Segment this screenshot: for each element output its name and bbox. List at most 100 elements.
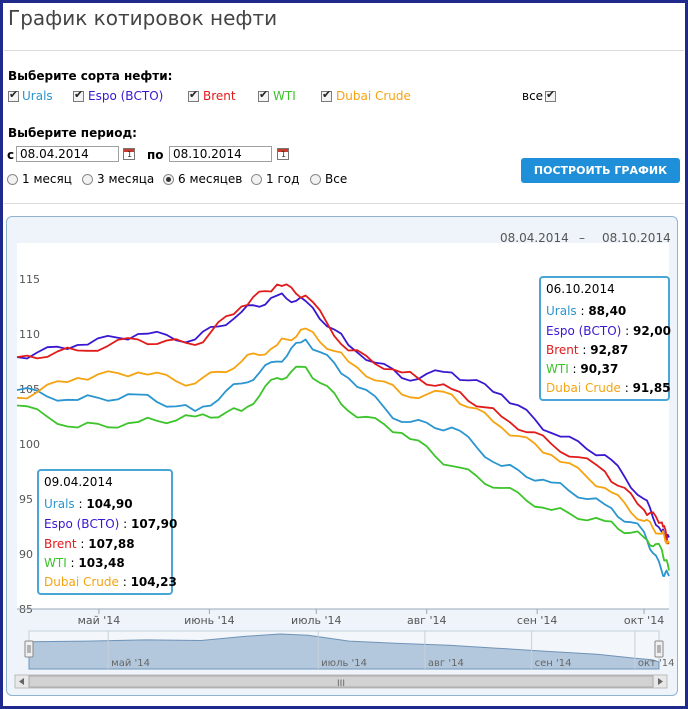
divider: [4, 203, 684, 204]
range-to: 08.10.2014: [602, 231, 671, 245]
tooltip-apr-09: 09.04.2014 Urals : 104,90 Espo (ВСТО) : …: [37, 469, 177, 595]
tooltip-value: 107,88: [88, 537, 135, 551]
navigator-tick-label: июль '14: [321, 658, 367, 669]
tooltip-row-urals: Urals : 88,40: [546, 304, 627, 318]
oil-label-espo[interactable]: Espo (ВСТО): [88, 89, 164, 103]
tooltip-series-name: Urals: [44, 497, 75, 511]
date-to-input[interactable]: [169, 146, 272, 162]
tooltip-value: 103,48: [78, 556, 125, 570]
tooltip-row-wti: WTI : 90,37: [546, 362, 619, 376]
calendar-icon[interactable]: [277, 148, 289, 160]
tooltip-value: 88,40: [588, 304, 627, 318]
tooltip-value: 104,23: [130, 575, 177, 589]
radio-6-months[interactable]: [163, 174, 174, 185]
scrollbar-thumb[interactable]: [28, 675, 654, 688]
tooltip-value: 104,90: [86, 497, 133, 511]
checkbox-brent[interactable]: [188, 88, 199, 102]
radio-1-month[interactable]: [7, 174, 18, 185]
x-tick-label: июнь '14: [184, 614, 235, 627]
radio-label[interactable]: Все: [325, 172, 348, 186]
radio-all[interactable]: [310, 174, 321, 185]
tooltip-series-name: Brent: [44, 537, 77, 551]
y-tick-label: 110: [19, 328, 40, 341]
tooltip-series-name: WTI: [44, 556, 67, 570]
y-tick-label: 95: [19, 493, 33, 506]
all-label[interactable]: все: [522, 89, 544, 103]
checkbox-espo[interactable]: [73, 88, 84, 102]
oil-label-urals[interactable]: Urals: [22, 89, 53, 103]
tooltip-series-name: Urals: [546, 304, 577, 318]
from-label: с: [7, 148, 15, 162]
y-tick-label: 115: [19, 273, 40, 286]
x-tick-label: май '14: [78, 614, 121, 627]
x-tick-label: авг '14: [407, 614, 447, 627]
tooltip-series-name: Brent: [546, 343, 579, 357]
tooltip-series-name: Espo (ВСТО): [546, 324, 622, 338]
y-tick-label: 100: [19, 438, 40, 451]
oil-label-dubai[interactable]: Dubai Crude: [336, 89, 411, 103]
tooltip-row-brent: Brent : 92,87: [546, 343, 629, 357]
series-line-espo: [16, 292, 670, 540]
navigator-tick-label: авг '14: [428, 658, 464, 669]
tooltip-row-dubai: Dubai Crude : 91,85: [546, 381, 671, 395]
radio-label[interactable]: 1 месяц: [22, 172, 72, 186]
navigator-tick-label: сен '14: [535, 658, 572, 669]
x-tick-label: сен '14: [517, 614, 558, 627]
scroll-left-arrow-icon[interactable]: [19, 678, 24, 685]
oil-select-label: Выберите сорта нефти:: [8, 69, 173, 83]
checkbox-wti[interactable]: [258, 88, 269, 102]
navigator-tick-label: май '14: [111, 658, 150, 669]
scrollbar-grip: III: [337, 679, 345, 689]
tooltip-series-name: WTI: [546, 362, 569, 376]
range-from: 08.04.2014: [500, 231, 569, 245]
tooltip-row-espo: Espo (ВСТО) : 92,00: [546, 324, 671, 338]
checkbox-all[interactable]: [545, 88, 556, 102]
series-line-urals: [16, 338, 670, 577]
x-tick-label: июль '14: [291, 614, 341, 627]
tooltip-row-wti: WTI : 103,48: [44, 556, 125, 570]
oil-label-brent[interactable]: Brent: [203, 89, 236, 103]
divider: [4, 50, 684, 51]
radio-1-year[interactable]: [251, 174, 262, 185]
date-from-input[interactable]: [16, 146, 119, 162]
tooltip-date: 06.10.2014: [546, 282, 615, 296]
series-line-brent: [16, 283, 670, 545]
x-tick-label: окт '14: [624, 614, 664, 627]
chart-container: 08.04.2014 – 08.10.2014 85 90 95 100 105 110 1…: [6, 216, 678, 696]
page-title: График котировок нефти: [8, 6, 278, 30]
navigator-handle-left[interactable]: [24, 640, 34, 658]
tooltip-value: 92,00: [633, 324, 671, 338]
range-dash: –: [579, 231, 585, 245]
radio-label[interactable]: 6 месяцев: [178, 172, 243, 186]
checkbox-urals[interactable]: [8, 88, 19, 102]
tooltip-row-espo: Espo (ВСТО) : 107,90: [44, 517, 178, 531]
radio-label[interactable]: 3 месяца: [97, 172, 155, 186]
series-line-wti: [16, 365, 670, 571]
tooltip-value: 107,90: [131, 517, 178, 531]
tooltip-value: 91,85: [632, 381, 671, 395]
radio-label[interactable]: 1 год: [266, 172, 300, 186]
radio-3-months[interactable]: [82, 174, 93, 185]
y-tick-label: 90: [19, 548, 33, 561]
tooltip-row-brent: Brent : 107,88: [44, 537, 135, 551]
tooltip-value: 90,37: [580, 362, 619, 376]
tooltip-oct-06: 06.10.2014 Urals : 88,40 Espo (ВСТО) : 9…: [539, 276, 671, 401]
tooltip-date: 09.04.2014: [44, 475, 113, 489]
navigator-tick-label: окт '14: [638, 658, 675, 669]
tooltip-series-name: Dubai Crude: [546, 381, 621, 395]
checkbox-dubai[interactable]: [321, 88, 332, 102]
oil-checkbox-row: Urals Espo (ВСТО) Brent WTI Dubai Crude …: [8, 88, 668, 105]
tooltip-series-name: Dubai Crude: [44, 575, 119, 589]
tooltip-series-name: Espo (ВСТО): [44, 517, 120, 531]
to-label: по: [147, 148, 164, 162]
calendar-icon[interactable]: [123, 148, 135, 160]
tooltip-row-dubai: Dubai Crude : 104,23: [44, 575, 177, 589]
period-label: Выберите период:: [8, 126, 137, 140]
scroll-right-arrow-icon[interactable]: [658, 678, 663, 685]
tooltip-row-urals: Urals : 104,90: [44, 497, 133, 511]
tooltip-value: 92,87: [590, 343, 629, 357]
build-chart-button[interactable]: ПОСТРОИТЬ ГРАФИК: [521, 158, 680, 183]
navigator-handle-right[interactable]: [654, 640, 664, 658]
oil-label-wti[interactable]: WTI: [273, 89, 296, 103]
series-line-dubai-crude: [16, 327, 670, 545]
